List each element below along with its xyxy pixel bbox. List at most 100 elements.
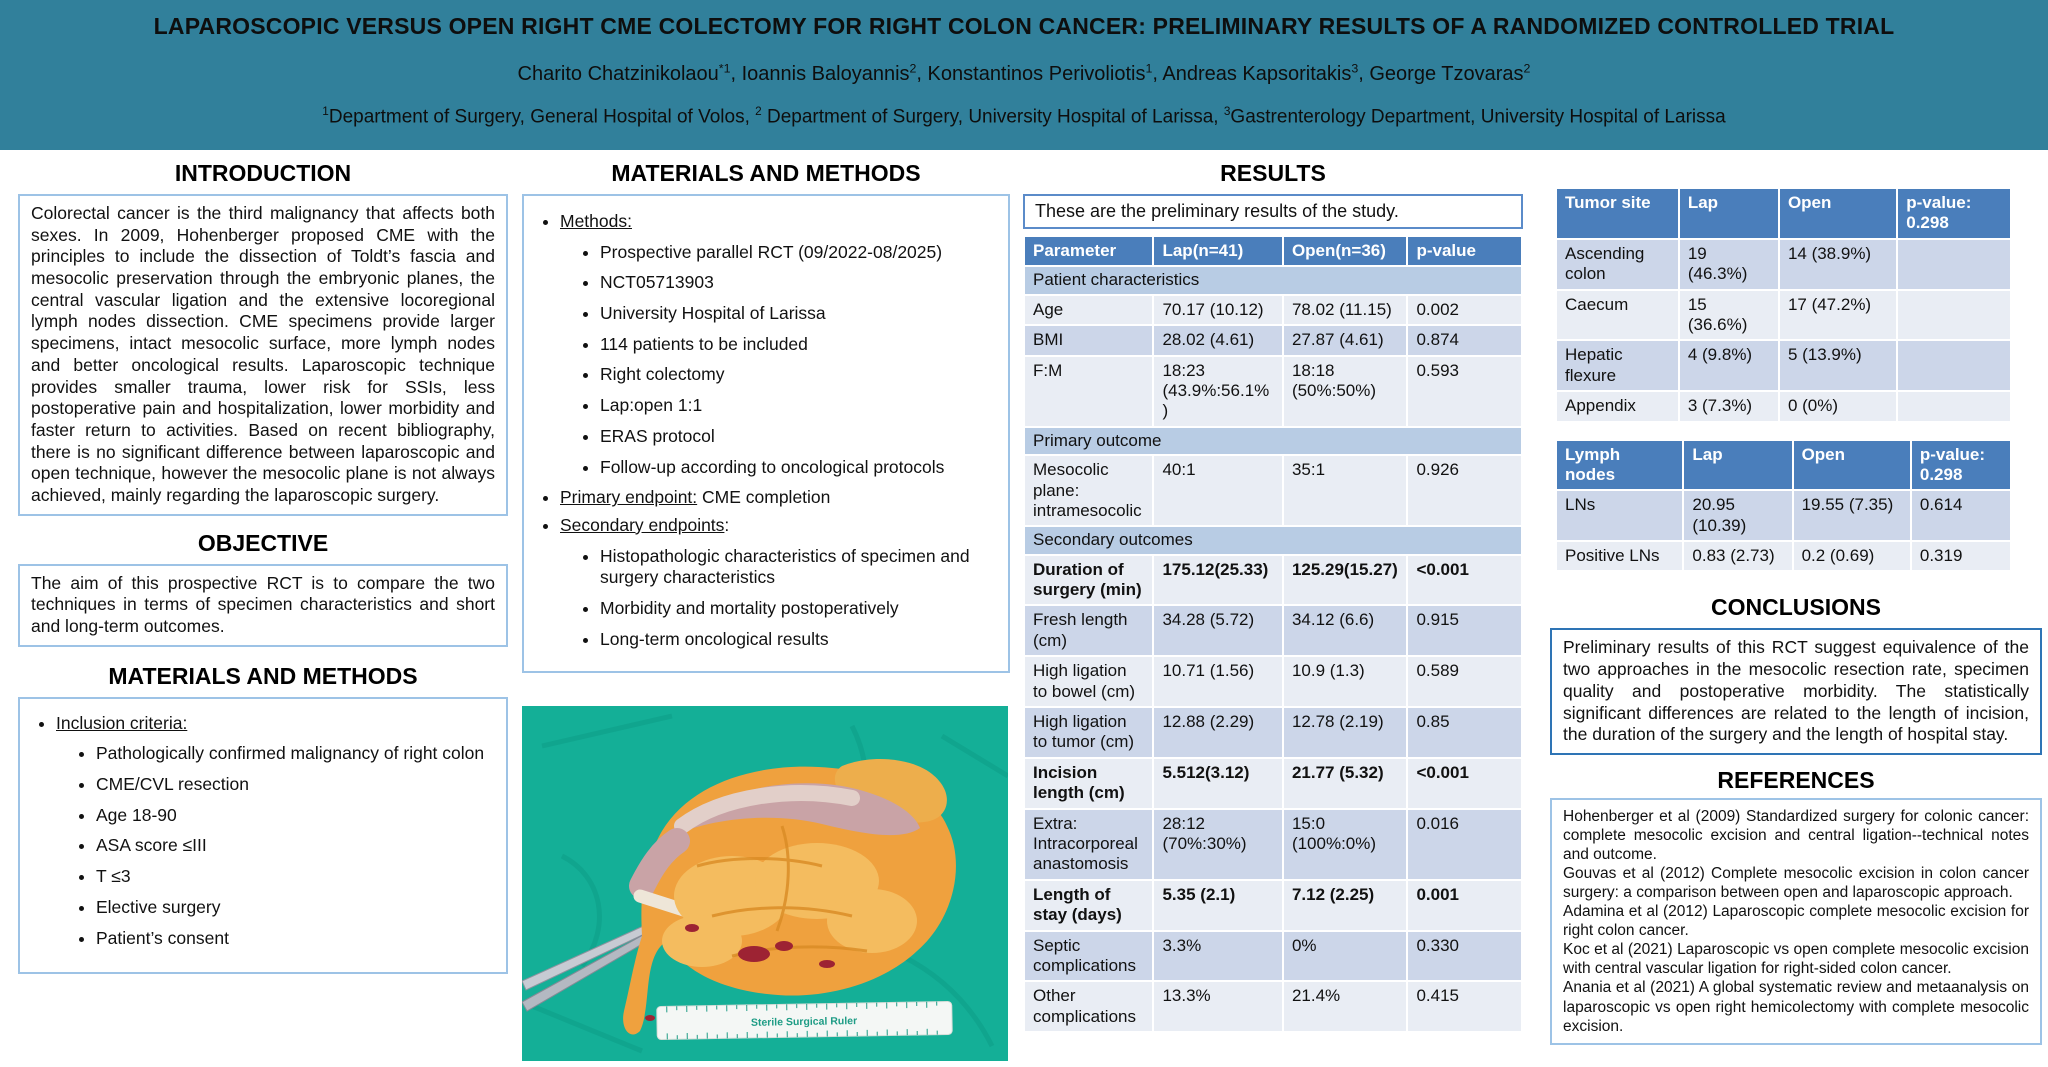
table-cell: 0.83 (2.73): [1682, 540, 1794, 573]
section-heading-conclusions: CONCLUSIONS: [1711, 594, 1881, 621]
section-row-label: Primary outcome: [1023, 425, 1523, 457]
table-cell: 13.3%: [1152, 980, 1284, 1034]
table-cell: 125.29(15.27): [1281, 553, 1409, 607]
mesocolic-fat-lobes: [662, 843, 917, 968]
table-cell: Fresh length (cm): [1022, 604, 1155, 658]
section-row-label: Secondary outcomes: [1023, 525, 1523, 556]
table-cell: 0.593: [1406, 354, 1523, 428]
table-cell: <0.001: [1406, 756, 1523, 810]
table-row: BMI 28.02 (4.61) 27.87 (4.61) 0.874: [1022, 324, 1523, 357]
column-header: p-value: 0.298: [1896, 187, 2012, 240]
column-header: Lap(n=41): [1152, 234, 1284, 268]
table-row: Fresh length (cm) 34.28 (5.72) 34.12 (6.6)…: [1022, 604, 1523, 658]
list-item: Lap:open 1:1: [600, 395, 996, 417]
table-cell: 0.001: [1406, 878, 1523, 932]
list-item: University Hospital of Larissa: [600, 303, 996, 325]
table-row: Patient characteristics: [1023, 265, 1523, 296]
table-cell: 5 (13.9%): [1777, 339, 1899, 393]
table-cell: [1896, 339, 2012, 393]
column-header: Open(n=36): [1281, 234, 1409, 268]
column-header: Lap: [1677, 187, 1780, 240]
table-cell: Length of stay (days): [1022, 878, 1155, 932]
table-row: Ascending colon 19 (46.3%) 14 (38.9%): [1555, 237, 2012, 291]
reference-item: Anania et al (2021) A global systematic …: [1563, 979, 2029, 1035]
table-cell: 18:23 (43.9%:56.1%): [1152, 354, 1284, 428]
list-item: CME/CVL resection: [96, 774, 494, 796]
table-cell: 19 (46.3%): [1677, 237, 1780, 291]
column-header: p-value: 0.298: [1909, 438, 2013, 492]
bullet-sublist: Pathologically confirmed malignancy of r…: [96, 743, 494, 949]
list-item: Right colectomy: [600, 364, 996, 386]
table-cell: 0.319: [1909, 540, 2013, 573]
table-cell: High ligation to tumor (cm): [1022, 706, 1155, 759]
table-row: Positive LNs 0.83 (2.73) 0.2 (0.69) 0.319: [1554, 540, 2013, 573]
table-cell: Duration of surgery (min): [1022, 553, 1155, 607]
list-item: Primary endpoint: CME completion: [560, 487, 996, 509]
list-item: Elective surgery: [96, 897, 494, 919]
results-table: Parameter Lap(n=41) Open(n=36) p-value Patie…: [1022, 234, 1523, 1034]
table-row: Caecum 15 (36.6%) 17 (47.2%): [1555, 288, 2012, 342]
table-cell: 0 (0%): [1777, 390, 1899, 423]
table-cell: [1896, 237, 2012, 291]
objective-text-box: The aim of this prospective RCT is to co…: [18, 563, 508, 647]
table-row: LNs 20.95 (10.39) 19.55 (7.35) 0.614: [1554, 489, 2013, 543]
methods-box: Methods: Prospective parallel RCT (09/202…: [522, 194, 1010, 674]
table-cell: 17 (47.2%): [1777, 288, 1899, 342]
list-item: Pathologically confirmed malignancy of r…: [96, 743, 494, 765]
table-row: Other complications 13.3% 21.4% 0.415: [1022, 980, 1523, 1034]
table-cell: Incision length (cm): [1022, 756, 1155, 810]
table-cell: 7.12 (2.25): [1281, 878, 1409, 932]
table-cell: 0.85: [1406, 706, 1523, 759]
introduction-text-box: Colorectal cancer is the third malignanc…: [18, 194, 508, 516]
list-item: 114 patients to be included: [600, 334, 996, 356]
lymph-nodes-table: Lymph nodes Lap Open p-value: 0.298 LNs 20.95…: [1554, 438, 2013, 573]
table-cell: Caecum: [1555, 288, 1680, 342]
table-cell: 78.02 (11.15): [1281, 293, 1409, 327]
table-cell: 0.415: [1406, 980, 1523, 1034]
table-cell: 5.35 (2.1): [1152, 878, 1284, 932]
table-cell: 14 (38.9%): [1777, 237, 1899, 291]
table-cell: Age: [1022, 293, 1155, 327]
affiliation-mark: 2: [755, 104, 762, 118]
list-item-heading: Secondary endpoints: [560, 514, 725, 535]
column-methods: MATERIALS AND METHODS Methods: Prospectiv…: [522, 150, 1010, 1062]
table-header-row: Lymph nodes Lap Open p-value: 0.298: [1554, 438, 2013, 492]
table-cell: 4 (9.8%): [1677, 339, 1780, 393]
ruler-ticks: [666, 1001, 938, 1040]
list-item: ASA score ≤III: [96, 835, 494, 857]
hemorrhagic-spots: [645, 924, 835, 1022]
list-item: Morbidity and mortality postoperatively: [600, 598, 996, 620]
list-item: Follow-up according to oncological proto…: [600, 457, 996, 479]
colon-specimen: [623, 759, 956, 1035]
reference-item: Gouvas et al (2012) Complete mesocolic e…: [1563, 865, 2029, 902]
table-row: Duration of surgery (min) 175.12(25.33) 12…: [1022, 553, 1523, 607]
table-row: Length of stay (days) 5.35 (2.1) 7.12 (2.2…: [1022, 878, 1523, 932]
table-cell: Extra: Intracorporeal anastomosis: [1022, 807, 1155, 881]
table-cell: Appendix: [1555, 390, 1680, 423]
table-cell: 35:1: [1281, 454, 1409, 528]
table-cell: Hepatic flexure: [1555, 339, 1680, 393]
table-row: Mesocolic plane: intramesocolic 40:1 35:1 0…: [1022, 454, 1523, 528]
table-row: Secondary outcomes: [1023, 525, 1523, 556]
table-row: Septic complications 3.3% 0% 0.330: [1022, 929, 1523, 983]
table-cell: 15 (36.6%): [1677, 288, 1780, 342]
table-cell: 10.9 (1.3): [1281, 655, 1409, 709]
table-row: High ligation to bowel (cm) 10.71 (1.56) 1…: [1022, 655, 1523, 709]
bullet-list: Inclusion criteria: Pathologically confir…: [56, 713, 494, 950]
list-item-heading: Methods:: [560, 211, 632, 231]
table-cell: 21.4%: [1281, 980, 1409, 1034]
table-row: Incision length (cm) 5.512(3.12) 21.77 (5.…: [1022, 756, 1523, 810]
author-name: Andreas Kapsoritakis3: [1162, 61, 1359, 85]
table-cell: 5.512(3.12): [1152, 756, 1284, 810]
affiliation-mark: 1: [322, 104, 329, 118]
references-box: Hohenberger et al (2009) Standardized su…: [1550, 797, 2042, 1045]
authors-line: Charito Chatzinikolaou*1, Ioannis Baloya…: [517, 61, 1531, 85]
table-cell: 0.926: [1406, 454, 1523, 528]
inclusion-criteria-box: Inclusion criteria: Pathologically confir…: [18, 696, 508, 975]
table-cell: 12.88 (2.29): [1152, 706, 1284, 759]
section-heading-results: RESULTS: [1220, 160, 1326, 186]
column-right: Tumor site Lap Open p-value: 0.298 Ascending…: [1550, 150, 2042, 1045]
ruler-label: Sterile Surgical Ruler: [751, 1015, 857, 1029]
table-cell: <0.001: [1406, 553, 1523, 607]
table-row: High ligation to tumor (cm) 12.88 (2.29) 1…: [1022, 706, 1523, 759]
